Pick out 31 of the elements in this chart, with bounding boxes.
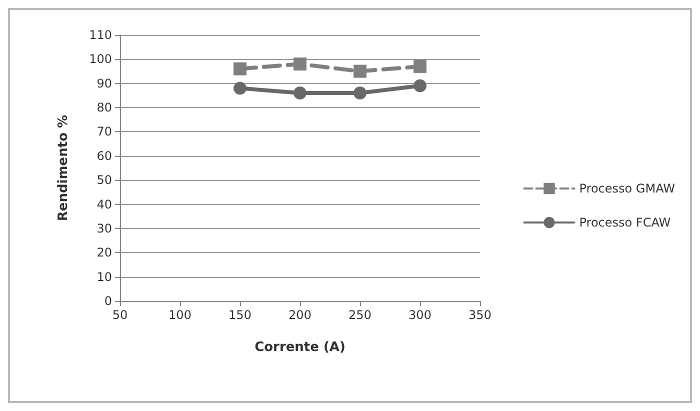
- point: [414, 60, 426, 73]
- legend-label: Processo GMAW: [579, 182, 676, 196]
- x-tick-label: 250: [348, 308, 372, 322]
- x-tick-label: 200: [288, 308, 312, 322]
- x-tick-label: 100: [168, 308, 192, 322]
- legend-label: Processo FCAW: [579, 216, 671, 230]
- x-axis-title: Corrente (A): [254, 340, 346, 355]
- point: [354, 64, 366, 78]
- y-tick-label: 60: [96, 148, 112, 163]
- point: [414, 79, 426, 92]
- y-tick-label: 20: [96, 246, 112, 260]
- y-tick-label: 80: [96, 100, 112, 115]
- y-tick-label: 50: [96, 173, 112, 188]
- y-tick-label: 30: [96, 221, 112, 236]
- y-tick-label: 10: [96, 270, 112, 284]
- x-tick-label: 350: [468, 308, 492, 322]
- y-tick-label: 100: [89, 52, 112, 66]
- y-tick-label: 70: [96, 124, 112, 139]
- y-tick-label: 0: [104, 294, 112, 308]
- x-tick-label: 50: [112, 308, 128, 322]
- point: [234, 82, 246, 95]
- x-tick-label: 150: [228, 308, 252, 322]
- x-tick-label: 300: [408, 308, 432, 322]
- y-tick-label: 90: [96, 76, 112, 90]
- point: [294, 86, 306, 100]
- point: [354, 86, 366, 100]
- point: [234, 62, 246, 76]
- y-tick-label: 40: [96, 197, 112, 212]
- y-axis-title: Rendimento %: [56, 114, 71, 222]
- y-tick-label: 110: [89, 28, 112, 42]
- point: [294, 58, 306, 71]
